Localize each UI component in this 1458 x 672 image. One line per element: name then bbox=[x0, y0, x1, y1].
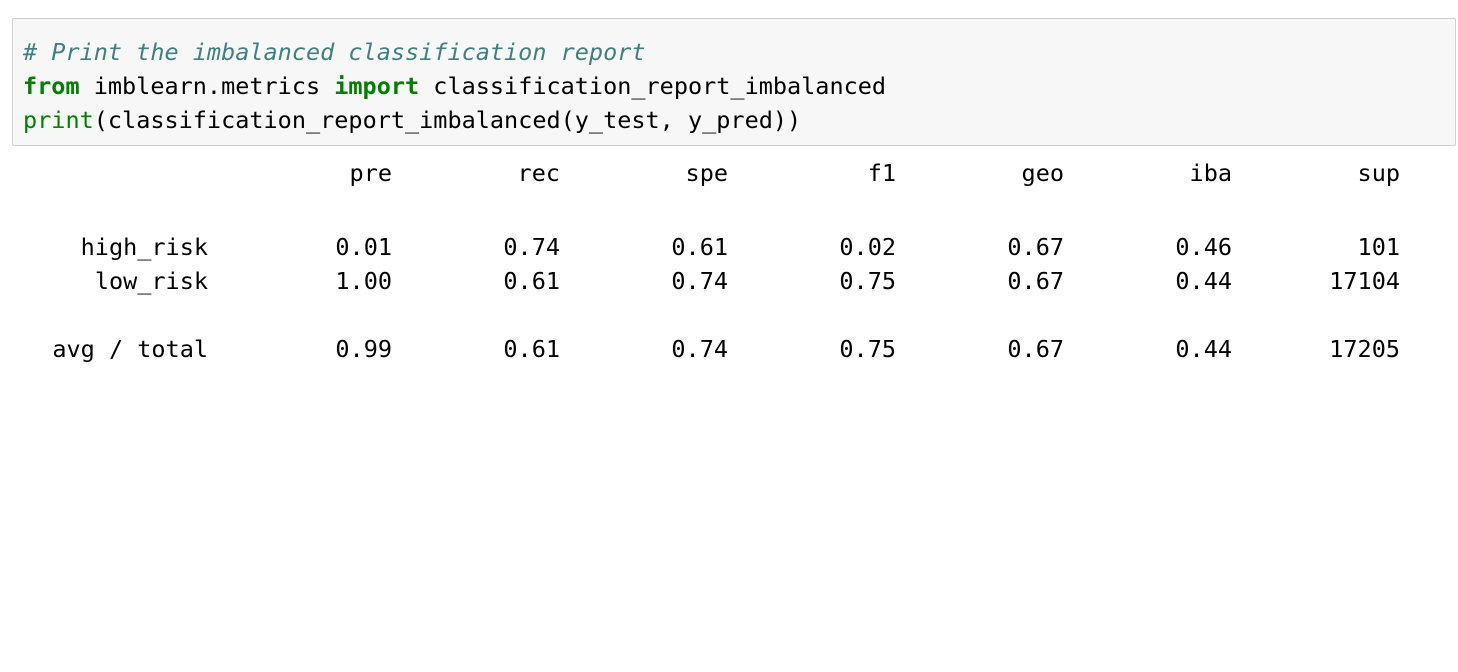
header-rec: rec bbox=[517, 159, 560, 187]
header-sup: sup bbox=[1357, 159, 1400, 187]
code-module: imblearn.metrics bbox=[79, 72, 335, 100]
code-print-args: (classification_report_imbalanced(y_test… bbox=[93, 106, 802, 134]
keyword-import: import bbox=[334, 72, 420, 100]
cell-output: pre rec spe f1 geo iba sup high_risk 0.0… bbox=[0, 156, 1458, 396]
row-value-pre: 1.00 bbox=[335, 267, 392, 295]
row-value-spe: 0.74 bbox=[671, 267, 728, 295]
row-value-pre: 0.99 bbox=[335, 335, 392, 363]
row-value-f1: 0.75 bbox=[839, 267, 896, 295]
report-row-high-risk: high_risk 0.01 0.74 0.61 0.02 0.67 0.46 … bbox=[0, 230, 1400, 264]
row-value-sup: 17205 bbox=[1329, 335, 1400, 363]
row-value-spe: 0.61 bbox=[671, 233, 728, 261]
builtin-print: print bbox=[23, 106, 94, 134]
row-value-sup: 17104 bbox=[1329, 267, 1400, 295]
row-value-iba: 0.44 bbox=[1175, 267, 1232, 295]
header-geo: geo bbox=[1021, 159, 1064, 187]
row-value-f1: 0.02 bbox=[839, 233, 896, 261]
code-editor[interactable]: # Print the imbalanced classification re… bbox=[23, 35, 886, 137]
row-value-iba: 0.46 bbox=[1175, 233, 1232, 261]
row-value-geo: 0.67 bbox=[1007, 335, 1064, 363]
code-import-name: classification_report_imbalanced bbox=[419, 72, 887, 100]
code-comment: # Print the imbalanced classification re… bbox=[23, 38, 646, 66]
row-value-sup: 101 bbox=[1357, 233, 1400, 261]
row-value-rec: 0.61 bbox=[503, 335, 560, 363]
header-f1: f1 bbox=[867, 159, 896, 187]
row-label: avg / total bbox=[52, 335, 208, 363]
row-label: high_risk bbox=[80, 233, 208, 261]
row-value-iba: 0.44 bbox=[1175, 335, 1232, 363]
report-row-avg-total: avg / total 0.99 0.61 0.74 0.75 0.67 0.4… bbox=[0, 332, 1400, 366]
row-value-rec: 0.74 bbox=[503, 233, 560, 261]
row-value-geo: 0.67 bbox=[1007, 233, 1064, 261]
row-value-rec: 0.61 bbox=[503, 267, 560, 295]
row-value-spe: 0.74 bbox=[671, 335, 728, 363]
keyword-from: from bbox=[23, 72, 80, 100]
header-spe: spe bbox=[685, 159, 728, 187]
header-pre: pre bbox=[349, 159, 392, 187]
code-cell-input[interactable]: # Print the imbalanced classification re… bbox=[12, 18, 1456, 146]
report-row-low-risk: low_risk 1.00 0.61 0.74 0.75 0.67 0.44 1… bbox=[0, 264, 1400, 298]
row-label: low_risk bbox=[94, 267, 208, 295]
row-value-pre: 0.01 bbox=[335, 233, 392, 261]
report-header-row: pre rec spe f1 geo iba sup bbox=[0, 156, 1400, 190]
row-value-f1: 0.75 bbox=[839, 335, 896, 363]
header-iba: iba bbox=[1189, 159, 1232, 187]
row-value-geo: 0.67 bbox=[1007, 267, 1064, 295]
